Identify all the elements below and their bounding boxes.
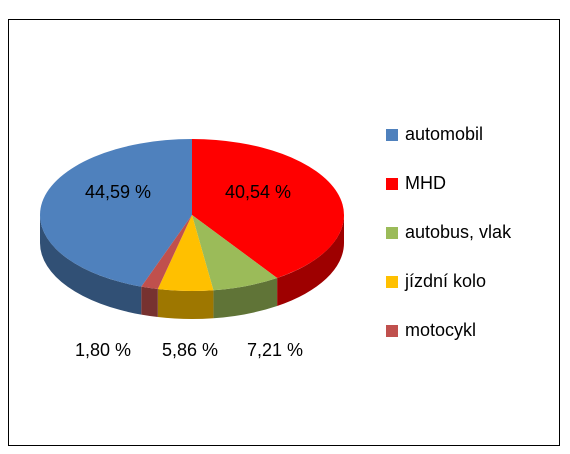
data-label: 1,80 % [75,340,131,360]
slice [141,215,192,290]
legend-swatch [386,227,398,239]
legend-label: autobus, vlak [405,222,512,242]
legend-label: jízdní kolo [404,271,486,291]
slice-side [40,215,142,315]
data-label: 40,54 % [225,182,291,202]
data-label: 7,21 % [247,340,303,360]
slice [192,139,345,278]
legend-swatch [386,276,398,288]
legend-swatch [386,178,398,190]
slice-side [141,286,158,318]
legend-swatch [386,129,398,141]
slice [40,139,192,287]
data-label: 5,86 % [162,340,218,360]
pie-tops [40,139,345,291]
data-label: 44,59 % [85,182,151,202]
slice-side [157,289,214,319]
legend-label: automobil [405,124,483,144]
slice [192,215,278,291]
slice-side [277,215,344,306]
pie-sides [40,215,344,319]
slice [157,215,214,291]
legend-label: motocykl [405,320,476,340]
legend-swatch [386,325,398,337]
labels: 44,59 % 40,54 % 7,21 % 5,86 % 1,80 % automobi… [75,124,512,360]
legend-label: MHD [405,173,446,193]
slice-side [213,277,278,319]
